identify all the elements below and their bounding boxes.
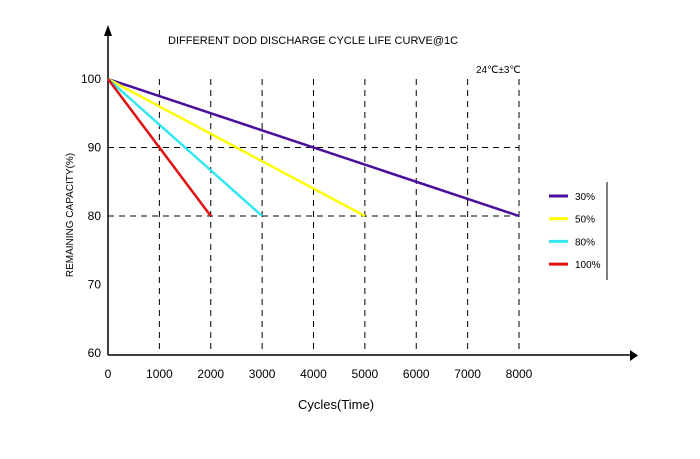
x-axis-title: Cycles(Time) [298,397,374,412]
x-tick-label: 3000 [249,367,276,381]
y-tick-label: 70 [88,278,102,292]
x-tick-label: 0 [105,367,112,381]
x-tick-label: 8000 [506,367,533,381]
legend-label: 50% [575,215,595,226]
x-tick-label: 2000 [197,367,224,381]
legend-label: 100% [575,260,601,271]
x-axis-arrow [630,350,638,361]
series-line-50pct [107,77,366,218]
y-tick-label: 90 [88,141,102,155]
y-axis-title: REMAINING CAPACITY(%) [65,153,76,277]
y-tick-label: 80 [88,209,102,223]
chart-title: DIFFERENT DOD DISCHARGE CYCLE LIFE CURVE… [168,35,458,47]
series-line-80pct [107,78,263,217]
x-tick-label: 6000 [403,367,430,381]
x-tick-label: 4000 [300,367,327,381]
x-tick-label: 7000 [454,367,481,381]
y-axis-arrow [104,25,112,36]
temperature-annotation: 24℃±3℃ [476,65,521,76]
y-tick-label: 100 [81,72,101,86]
legend-label: 30% [575,192,595,203]
series-line-100pct [107,78,212,217]
x-tick-label: 1000 [146,367,173,381]
x-tick-label: 5000 [352,367,379,381]
legend-label: 80% [575,237,595,248]
y-tick-label: 60 [88,346,102,360]
series-line-30pct [107,77,520,218]
